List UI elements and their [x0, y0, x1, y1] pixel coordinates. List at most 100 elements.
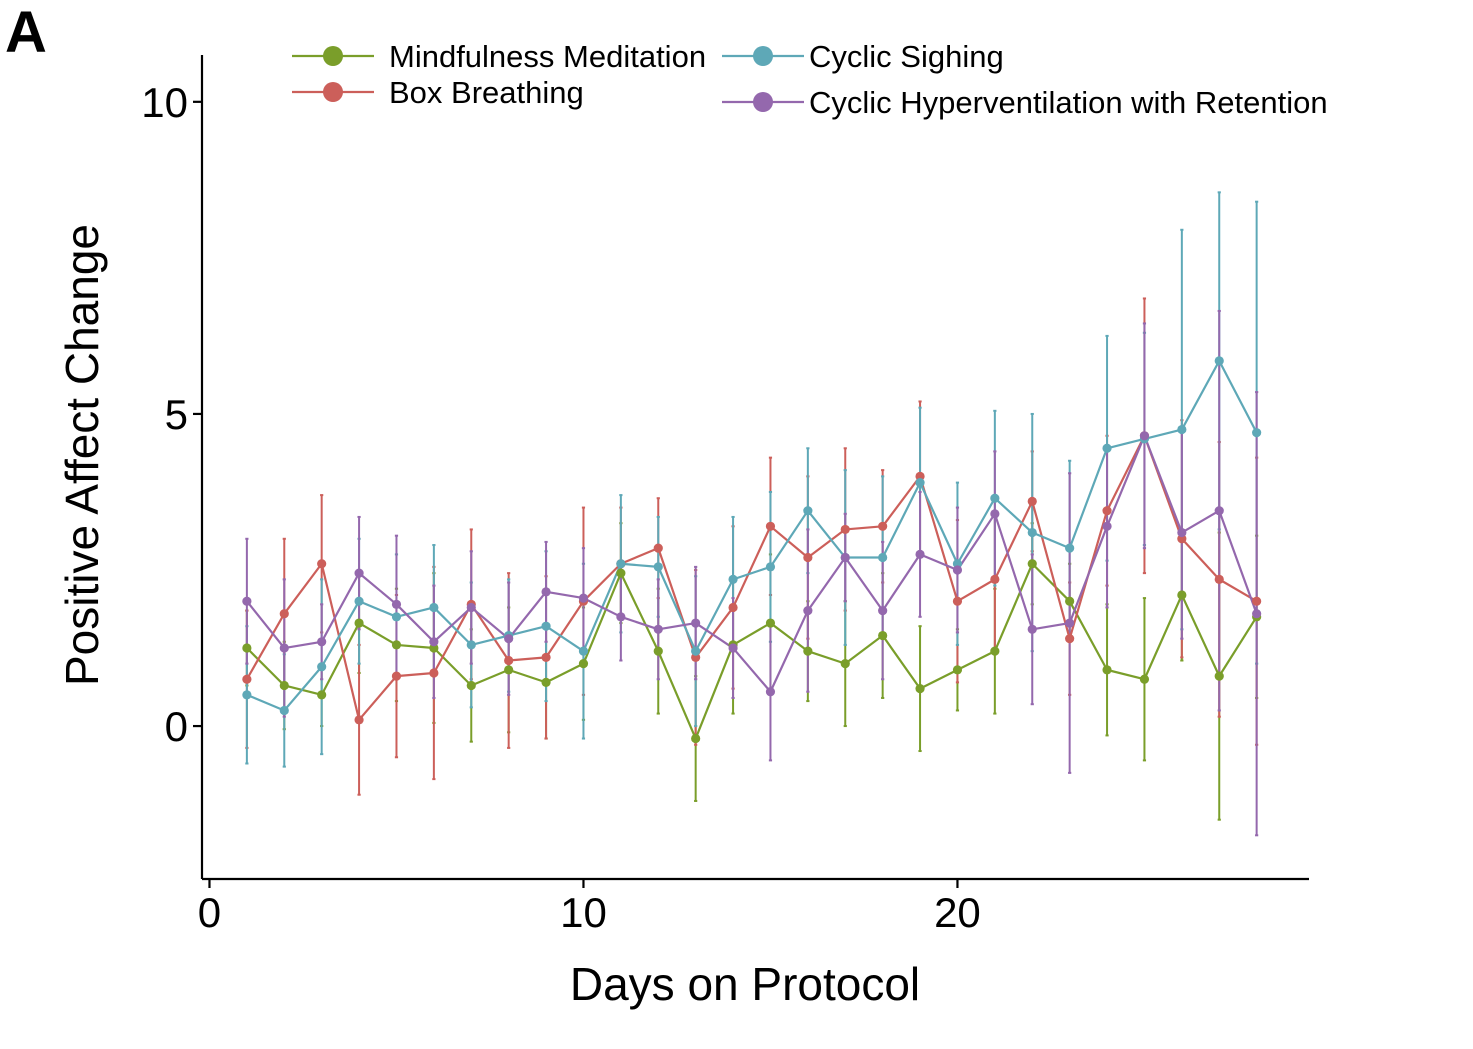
legend-item-cyclic-sighing[interactable]: Cyclic Sighing	[722, 39, 1004, 74]
data-point-mindfulness-meditation	[1102, 665, 1112, 675]
data-point-cyclic-sighing	[1065, 543, 1075, 553]
legend-swatch-dot	[753, 92, 773, 112]
data-point-mindfulness-meditation	[1027, 559, 1037, 569]
data-point-box-breathing	[765, 521, 776, 531]
data-point-cyclic-hyperventilation-with-retention	[1027, 624, 1037, 634]
data-point-mindfulness-meditation	[840, 659, 850, 669]
y-tick-label: 10	[141, 79, 188, 126]
data-point-mindfulness-meditation	[915, 684, 925, 694]
data-point-cyclic-sighing	[466, 640, 476, 650]
legend-label: Cyclic Sighing	[809, 39, 1004, 74]
data-point-cyclic-hyperventilation-with-retention	[504, 634, 514, 644]
legend-item-mindfulness-meditation[interactable]: Mindfulness Meditation	[292, 39, 706, 74]
data-point-mindfulness-meditation	[803, 646, 813, 656]
data-point-box-breathing	[952, 596, 963, 606]
x-tick-label: 0	[198, 889, 221, 936]
data-point-cyclic-sighing	[878, 552, 888, 563]
data-point-mindfulness-meditation	[466, 680, 476, 691]
legend-label: Cyclic Hyperventilation with Retention	[809, 85, 1328, 120]
data-point-mindfulness-meditation	[1139, 674, 1150, 684]
data-point-box-breathing	[504, 655, 514, 666]
data-point-box-breathing	[990, 574, 1000, 584]
data-point-box-breathing	[840, 524, 850, 535]
data-point-box-breathing	[279, 609, 289, 619]
data-point-box-breathing	[1065, 634, 1075, 644]
data-point-cyclic-hyperventilation-with-retention	[1214, 506, 1224, 516]
data-point-box-breathing	[541, 652, 551, 662]
data-point-box-breathing	[354, 715, 364, 725]
data-point-mindfulness-meditation	[541, 677, 551, 687]
data-point-cyclic-hyperventilation-with-retention	[578, 593, 589, 603]
data-point-cyclic-sighing	[1102, 443, 1112, 453]
data-point-cyclic-sighing	[354, 596, 364, 606]
data-point-box-breathing	[1027, 496, 1037, 506]
data-point-cyclic-sighing	[1252, 428, 1262, 438]
series-line-mindfulness-meditation	[246, 562, 1258, 740]
series-line-cyclic-hyperventilation-with-retention	[246, 434, 1258, 693]
data-point-cyclic-hyperventilation-with-retention	[354, 568, 364, 578]
data-point-cyclic-hyperventilation-with-retention	[915, 549, 925, 559]
x-tick-label: 20	[934, 889, 981, 936]
data-point-cyclic-hyperventilation-with-retention	[691, 618, 701, 628]
data-point-cyclic-hyperventilation-with-retention	[1139, 431, 1150, 441]
data-point-mindfulness-meditation	[279, 680, 289, 691]
data-point-mindfulness-meditation	[691, 733, 701, 744]
data-point-cyclic-hyperventilation-with-retention	[803, 605, 813, 616]
data-point-cyclic-hyperventilation-with-retention	[952, 565, 963, 575]
data-point-mindfulness-meditation	[242, 643, 252, 653]
series-points	[242, 356, 1262, 744]
ticks: 0 10 20 0 5 10	[141, 79, 981, 936]
legend-swatch-dot	[323, 82, 343, 102]
data-point-mindfulness-meditation	[878, 630, 888, 641]
data-point-mindfulness-meditation	[765, 618, 776, 628]
data-point-box-breathing	[728, 602, 738, 613]
data-point-cyclic-sighing	[990, 493, 1000, 503]
data-point-cyclic-hyperventilation-with-retention	[429, 637, 439, 647]
data-point-box-breathing	[1102, 506, 1112, 516]
panel-letter: A	[5, 0, 47, 65]
data-point-cyclic-sighing	[803, 506, 813, 516]
data-point-cyclic-hyperventilation-with-retention	[391, 599, 402, 609]
data-point-cyclic-sighing	[317, 662, 327, 672]
data-point-cyclic-sighing	[915, 478, 925, 488]
data-point-cyclic-sighing	[279, 705, 289, 716]
legend-item-box-breathing[interactable]: Box Breathing	[292, 75, 584, 110]
data-point-box-breathing	[1252, 596, 1262, 606]
data-point-cyclic-sighing	[541, 621, 551, 631]
axes	[200, 55, 1309, 881]
data-point-cyclic-sighing	[578, 646, 589, 656]
data-point-cyclic-sighing	[653, 562, 663, 572]
data-point-cyclic-sighing	[616, 559, 626, 569]
legend-label: Mindfulness Meditation	[389, 39, 706, 74]
data-point-cyclic-sighing	[1027, 527, 1037, 538]
data-point-box-breathing	[878, 521, 888, 531]
data-point-cyclic-hyperventilation-with-retention	[1065, 618, 1075, 628]
data-point-cyclic-hyperventilation-with-retention	[653, 624, 663, 634]
y-tick-label: 0	[165, 703, 188, 750]
data-point-mindfulness-meditation	[616, 568, 626, 578]
data-point-cyclic-hyperventilation-with-retention	[878, 605, 888, 616]
data-point-cyclic-sighing	[429, 602, 439, 613]
data-point-cyclic-hyperventilation-with-retention	[1177, 527, 1187, 538]
legend-item-cyclic-hyperventilation[interactable]: Cyclic Hyperventilation with Retention	[722, 85, 1328, 120]
data-point-cyclic-sighing	[242, 690, 252, 700]
data-point-mindfulness-meditation	[391, 640, 402, 650]
data-point-box-breathing	[1214, 574, 1224, 584]
data-point-cyclic-hyperventilation-with-retention	[541, 587, 551, 597]
data-point-mindfulness-meditation	[1065, 596, 1075, 606]
data-point-mindfulness-meditation	[354, 618, 364, 628]
data-point-mindfulness-meditation	[952, 665, 963, 675]
data-point-cyclic-sighing	[391, 612, 402, 622]
legend-swatch-dot	[323, 46, 343, 66]
data-point-mindfulness-meditation	[990, 646, 1000, 656]
series-line-cyclic-sighing	[246, 359, 1258, 712]
data-point-cyclic-hyperventilation-with-retention	[279, 643, 289, 653]
legend-swatch-dot	[753, 46, 773, 66]
data-point-cyclic-hyperventilation-with-retention	[1102, 521, 1112, 531]
data-point-cyclic-hyperventilation-with-retention	[840, 552, 850, 563]
x-axis-title: Days on Protocol	[570, 958, 920, 1010]
legend-label: Box Breathing	[389, 75, 584, 110]
data-point-box-breathing	[242, 674, 252, 684]
data-point-cyclic-hyperventilation-with-retention	[616, 612, 626, 622]
